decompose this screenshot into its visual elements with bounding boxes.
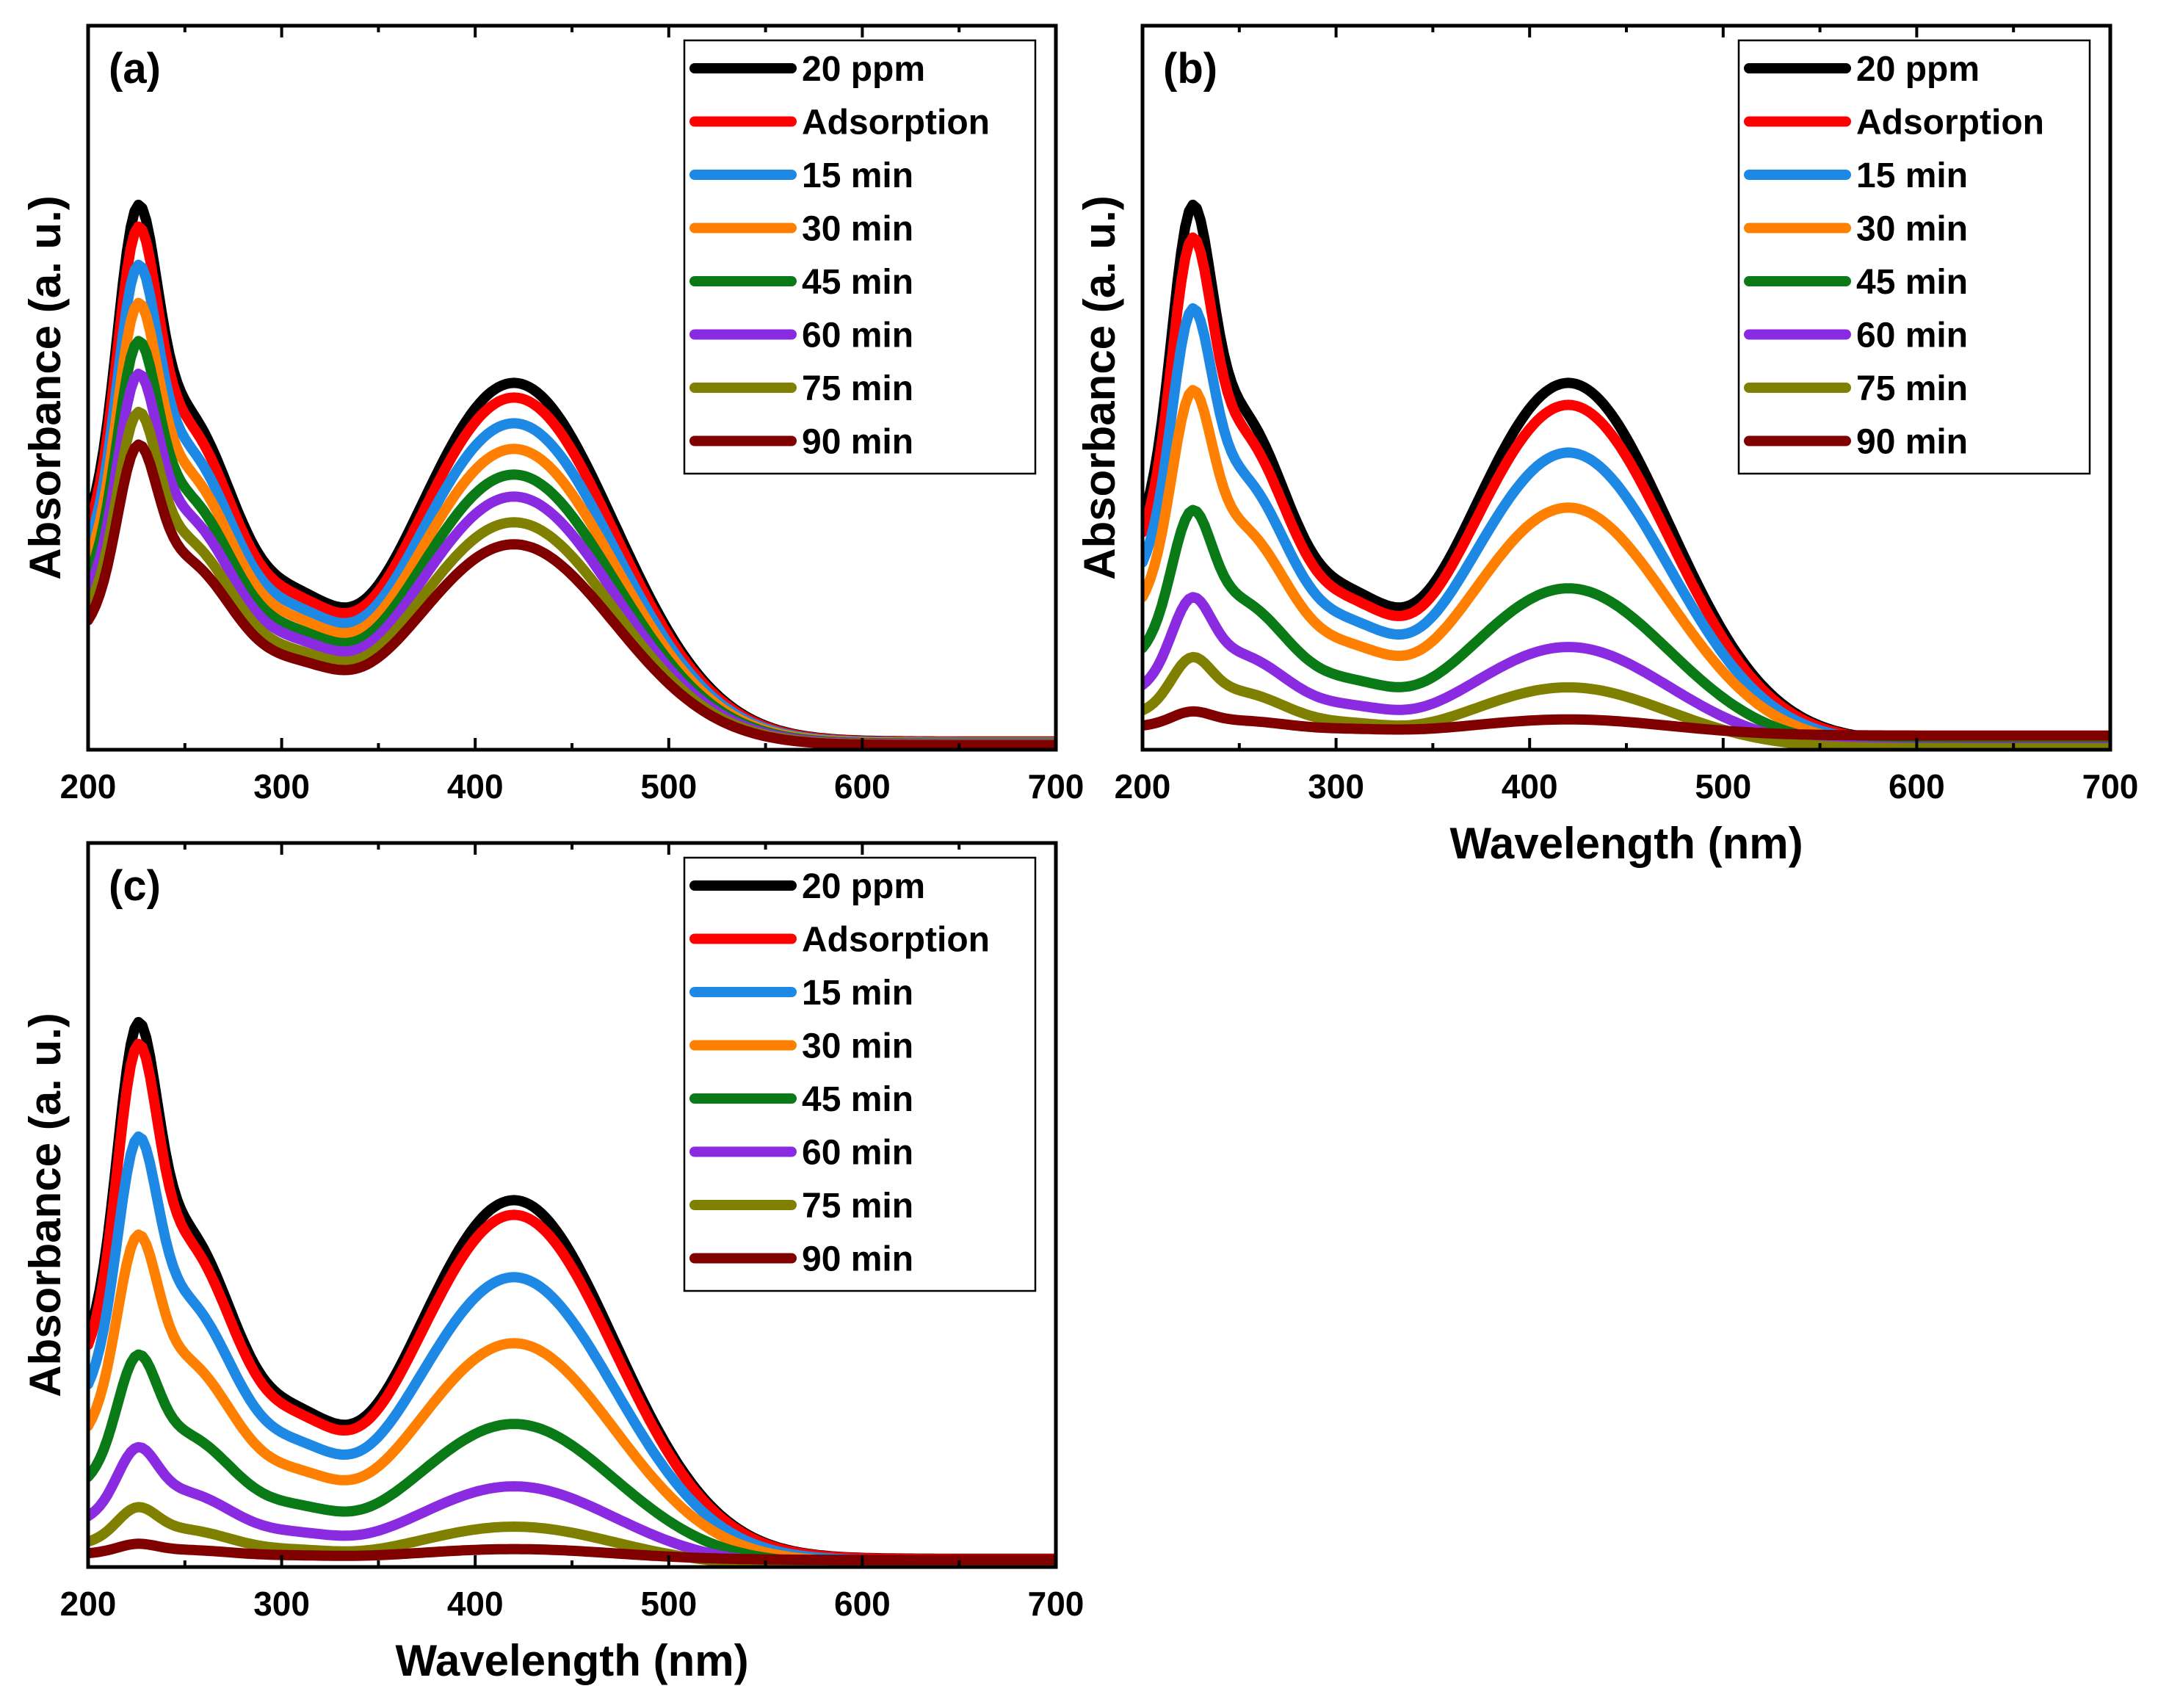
legend-box bbox=[683, 856, 1037, 1292]
legend: 20 ppm Adsorption 15 min 30 min 45 min 60 min… bbox=[683, 39, 1037, 475]
x-tick-label: 200 bbox=[60, 1585, 117, 1623]
legend-entry-label: 15 min bbox=[1856, 156, 1968, 195]
x-axis-title: Wavelength (nm) bbox=[395, 1636, 748, 1685]
x-tick-label: 300 bbox=[1308, 767, 1364, 806]
legend-box bbox=[683, 39, 1037, 475]
y-axis-title: Absorbance (a. u.) bbox=[21, 195, 70, 579]
series-line-90-min bbox=[1143, 706, 2110, 741]
legend-entry-label: 30 min bbox=[1856, 210, 1968, 249]
legend-entry-label: 75 min bbox=[1856, 369, 1968, 408]
x-tick-label: 600 bbox=[834, 767, 891, 806]
legend-entry-label: 60 min bbox=[1856, 316, 1968, 355]
panel-c: 200 300 400 500 600 700 Absorbance (a. u.) Wave… bbox=[21, 841, 1085, 1685]
x-tick-label: 400 bbox=[1502, 767, 1558, 806]
legend-entry-label: Adsorption bbox=[1856, 104, 2044, 142]
panel-b: 200 300 400 500 600 700 Absorbance (a. u.) Wave… bbox=[1075, 23, 2139, 868]
x-tick-label: 700 bbox=[1028, 767, 1085, 806]
legend-entry-label: Adsorption bbox=[802, 921, 990, 960]
legend-entry-label: 75 min bbox=[802, 1187, 913, 1226]
legend-entry-label: 45 min bbox=[802, 263, 913, 302]
panel-label: (a) bbox=[109, 45, 161, 93]
x-tick-label: 200 bbox=[1115, 767, 1171, 806]
series-line-90-min bbox=[88, 439, 1056, 750]
legend: 20 ppm Adsorption 15 min 30 min 45 min 60 min… bbox=[1737, 39, 2091, 475]
y-axis-title: Absorbance (a. u.) bbox=[21, 1013, 70, 1397]
legend-entry-label: 20 ppm bbox=[802, 50, 925, 89]
legend-entry-label: Adsorption bbox=[802, 104, 990, 142]
legend-box bbox=[1737, 39, 2091, 475]
legend-entry-label: 45 min bbox=[1856, 263, 1968, 302]
x-tick-label: 300 bbox=[253, 1585, 310, 1623]
legend-entry-label: 90 min bbox=[1856, 423, 1968, 462]
legend: 20 ppm Adsorption 15 min 30 min 45 min 60 min… bbox=[683, 856, 1037, 1292]
x-tick-label: 200 bbox=[60, 767, 117, 806]
panel-a: 200 300 400 500 600 700 Absorbance (a. u.) (a) 2… bbox=[21, 23, 1085, 806]
y-axis-title: Absorbance (a. u.) bbox=[1075, 195, 1124, 579]
x-tick-label: 500 bbox=[640, 767, 697, 806]
legend-entry-label: 30 min bbox=[802, 210, 913, 249]
x-axis-title: Wavelength (nm) bbox=[1449, 819, 1803, 868]
x-tick-label: 600 bbox=[834, 1585, 891, 1623]
legend-entry-label: 90 min bbox=[802, 423, 913, 462]
x-tick-label: 400 bbox=[447, 767, 504, 806]
x-tick-label: 500 bbox=[640, 1585, 697, 1623]
panel-label: (c) bbox=[109, 862, 161, 910]
x-tick-label: 700 bbox=[2082, 767, 2139, 806]
series-lines bbox=[88, 199, 1056, 750]
series-lines bbox=[88, 1016, 1056, 1567]
x-tick-label: 700 bbox=[1028, 1585, 1085, 1623]
legend-entry-label: 20 ppm bbox=[802, 867, 925, 906]
x-tick-label: 300 bbox=[253, 767, 310, 806]
legend-entry-label: 45 min bbox=[802, 1080, 913, 1119]
x-tick-label: 400 bbox=[447, 1585, 504, 1623]
legend-entry-label: 20 ppm bbox=[1856, 50, 1980, 89]
legend-entry-label: 60 min bbox=[802, 316, 913, 355]
legend-entry-label: 30 min bbox=[802, 1027, 913, 1066]
series-line-90-min bbox=[88, 1538, 1056, 1566]
panel-label: (b) bbox=[1163, 45, 1217, 93]
legend-entry-label: 60 min bbox=[802, 1134, 913, 1173]
legend-entry-label: 75 min bbox=[802, 369, 913, 408]
x-tick-label: 600 bbox=[1889, 767, 1945, 806]
legend-entry-label: 15 min bbox=[802, 974, 913, 1013]
legend-entry-label: 15 min bbox=[802, 156, 913, 195]
x-tick-label: 500 bbox=[1695, 767, 1751, 806]
legend-entry-label: 90 min bbox=[802, 1240, 913, 1279]
